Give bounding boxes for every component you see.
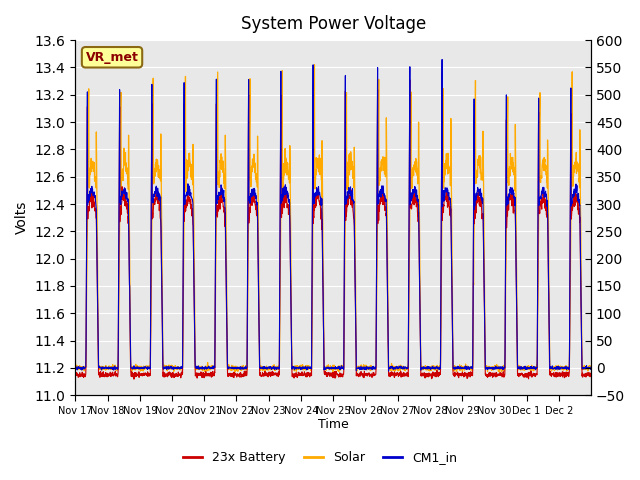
Text: VR_met: VR_met <box>86 51 138 64</box>
Title: System Power Voltage: System Power Voltage <box>241 15 426 33</box>
Legend: 23x Battery, Solar, CM1_in: 23x Battery, Solar, CM1_in <box>178 446 462 469</box>
Y-axis label: Volts: Volts <box>15 201 29 234</box>
X-axis label: Time: Time <box>318 419 349 432</box>
